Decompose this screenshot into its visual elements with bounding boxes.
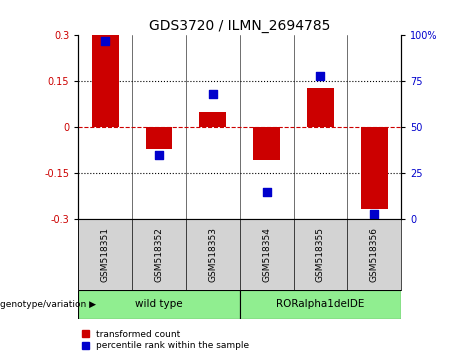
Point — [317, 73, 324, 79]
Text: GSM518353: GSM518353 — [208, 227, 217, 282]
Bar — [199, 112, 226, 127]
Point — [263, 189, 270, 195]
Bar — [78, 290, 240, 319]
Text: genotype/variation ▶: genotype/variation ▶ — [0, 300, 96, 309]
Bar — [146, 127, 172, 149]
Text: RORalpha1delDE: RORalpha1delDE — [276, 299, 365, 309]
Bar — [92, 35, 118, 127]
Legend: transformed count, percentile rank within the sample: transformed count, percentile rank withi… — [78, 326, 253, 354]
Bar — [253, 127, 280, 160]
Bar — [361, 127, 388, 209]
Point — [155, 152, 163, 158]
Text: GSM518355: GSM518355 — [316, 227, 325, 282]
Title: GDS3720 / ILMN_2694785: GDS3720 / ILMN_2694785 — [149, 19, 331, 33]
Text: GSM518356: GSM518356 — [370, 227, 378, 282]
Bar — [307, 87, 334, 127]
Text: GSM518351: GSM518351 — [101, 227, 110, 282]
Text: wild type: wild type — [135, 299, 183, 309]
Point — [209, 91, 217, 97]
Text: GSM518354: GSM518354 — [262, 227, 271, 282]
Text: GSM518352: GSM518352 — [154, 227, 164, 282]
Point — [371, 211, 378, 217]
Bar — [240, 290, 401, 319]
Point — [101, 38, 109, 44]
